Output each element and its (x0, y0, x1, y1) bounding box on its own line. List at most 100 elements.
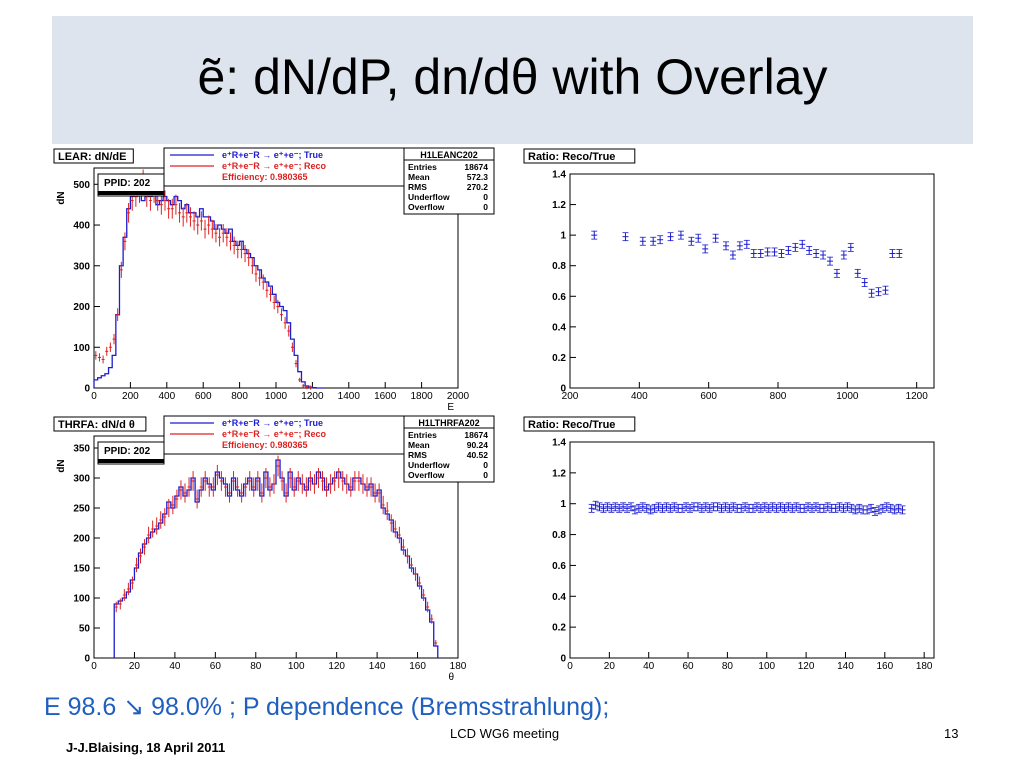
y-tick-label: 350 (73, 444, 90, 455)
x-tick-label: 80 (722, 661, 734, 672)
x-tick-label: 400 (158, 391, 175, 402)
x-tick-label: 100 (758, 661, 775, 672)
y-tick-label: 50 (79, 624, 91, 635)
y-tick-label: 200 (73, 534, 90, 545)
plot-frame (93, 167, 459, 389)
stats-key: Mean (408, 440, 430, 450)
stats-value: 0 (483, 192, 488, 202)
x-tick-label: 180 (450, 661, 467, 672)
plot-title-box (53, 416, 147, 432)
stats-value: 0 (483, 202, 488, 212)
ppid-label: PPID: 202 (104, 178, 151, 189)
y-tick-label: 0 (560, 384, 566, 395)
title-band (52, 16, 973, 144)
y-tick-label: 0.6 (552, 561, 566, 572)
legend-entry: e⁺R+e⁻R → e⁺+e⁻; Reco (222, 429, 327, 439)
stats-key: Overflow (408, 202, 445, 212)
x-tick-label: 600 (195, 391, 212, 402)
stats-key: Overflow (408, 470, 445, 480)
x-tick-label: 80 (250, 661, 262, 672)
x-axis-label: E (447, 402, 454, 413)
y-tick-label: 200 (73, 302, 90, 313)
legend-box (163, 147, 405, 187)
ppid-bar (98, 459, 164, 463)
stats-box (403, 147, 495, 215)
y-tick-label: 0.2 (552, 353, 566, 364)
x-tick-label: 1200 (301, 391, 324, 402)
footer-author: J-J.Blaising, 18 April 2011 (66, 740, 226, 755)
y-tick-label: 0.4 (552, 322, 566, 333)
x-tick-label: 0 (567, 661, 573, 672)
x-tick-label: 120 (328, 661, 345, 672)
stats-key: Entries (408, 162, 437, 172)
y-tick-label: 300 (73, 261, 90, 272)
stats-key: RMS (408, 450, 427, 460)
stats-value: 18674 (464, 162, 488, 172)
y-tick-label: 1.4 (552, 438, 566, 449)
stats-name: H1LEANC202 (420, 150, 478, 160)
y-tick-label: 0 (84, 384, 90, 395)
y-tick-label: 400 (73, 221, 90, 232)
x-tick-label: 1800 (410, 391, 433, 402)
x-tick-label: 600 (700, 391, 717, 402)
x-tick-label: 1000 (836, 391, 859, 402)
x-tick-label: 60 (682, 661, 694, 672)
y-tick-label: 100 (73, 594, 90, 605)
x-tick-label: 40 (169, 661, 181, 672)
energy-histogram: 0 200 400 600 800 1000 1200 1400 1600 1800 2000010… (53, 147, 495, 413)
stats-value: 0 (483, 470, 488, 480)
legend-box (163, 415, 405, 455)
stats-value: 90.24 (467, 440, 489, 450)
y-tick-label: 100 (73, 343, 90, 354)
x-tick-label: 140 (837, 661, 854, 672)
x-tick-label: 160 (876, 661, 893, 672)
stats-value: 572.3 (467, 172, 489, 182)
legend-entry: e⁺R+e⁻R → e⁺+e⁻; True (222, 150, 323, 160)
x-tick-label: 200 (122, 391, 139, 402)
stats-box (403, 415, 495, 483)
true-series-line (113, 459, 439, 658)
stats-value: 40.52 (467, 450, 489, 460)
x-tick-label: 400 (631, 391, 648, 402)
energy-ratio-plot: 200 400 600 800 1000 1200 0 0.2 0.4 0.6 0.8 1 1.2 1.4… (523, 148, 935, 402)
x-tick-label: 800 (231, 391, 248, 402)
plot-title-box (53, 148, 134, 164)
y-tick-label: 0.4 (552, 592, 566, 603)
stats-value: 270.2 (467, 182, 489, 192)
y-tick-label: 0 (84, 654, 90, 665)
legend-entry: e⁺R+e⁻R → e⁺+e⁻; Reco (222, 161, 327, 171)
y-tick-label: 1.4 (552, 170, 566, 181)
legend-entry: Efficiency: 0.980365 (222, 440, 308, 450)
stats-name: H1LTHRFA202 (418, 418, 479, 428)
x-tick-label: 180 (916, 661, 933, 672)
stats-key: RMS (408, 182, 427, 192)
plot-title: THRFA: dN/d θ (58, 419, 135, 431)
x-tick-label: 100 (288, 661, 305, 672)
plot-title-box (523, 148, 636, 164)
x-tick-label: 0 (91, 661, 97, 672)
x-tick-label: 1000 (265, 391, 288, 402)
stats-value: 18674 (464, 430, 488, 440)
x-tick-label: 60 (210, 661, 222, 672)
slide-caption: E 98.6 ↘ 98.0% ; P dependence (Bremsstra… (44, 693, 610, 721)
y-tick-label: 1 (560, 231, 566, 242)
footer-meeting: LCD WG6 meeting (450, 726, 560, 741)
plot-title: Ratio: Reco/True (528, 151, 615, 163)
y-tick-label: 0.2 (552, 623, 566, 634)
y-tick-label: 300 (73, 474, 90, 485)
x-axis-label: θ (448, 672, 454, 683)
x-tick-label: 120 (798, 661, 815, 672)
stats-value: 0 (483, 460, 488, 470)
y-axis-label: dN (56, 191, 67, 204)
slide-title: ẽ: dN/dP, dn/dθ with Overlay (197, 49, 828, 105)
y-axis-label: dN (56, 459, 67, 472)
stats-key: Underflow (408, 460, 450, 470)
plot-frame (569, 173, 935, 389)
legend-entry: Efficiency: 0.980365 (222, 172, 308, 182)
stats-key: Mean (408, 172, 430, 182)
x-tick-label: 1200 (906, 391, 929, 402)
x-tick-label: 800 (770, 391, 787, 402)
y-tick-label: 150 (73, 564, 90, 575)
legend-entry: e⁺R+e⁻R → e⁺+e⁻; True (222, 418, 323, 428)
theta-ratio-plot: 0 20 40 60 80 100 120 140 160 180 0 0.2 0.4 0.6 0.8 1 1.… (523, 416, 935, 672)
